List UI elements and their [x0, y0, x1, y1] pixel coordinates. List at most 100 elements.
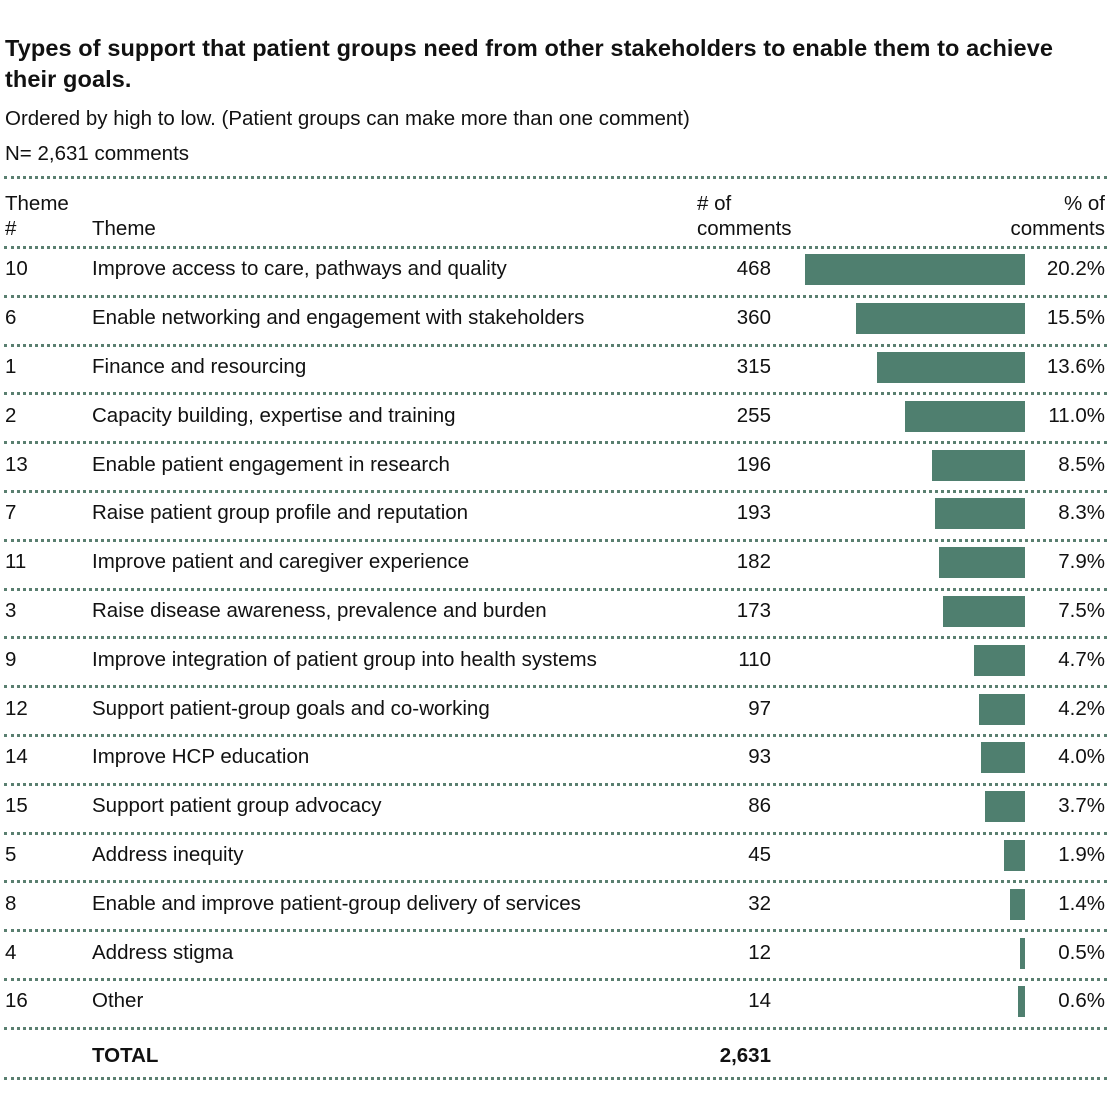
theme-label: Support patient-group goals and co-worki… [92, 696, 490, 720]
percent-value: 13.6% [1046, 355, 1105, 378]
comment-count: 45 [748, 843, 771, 866]
row-divider [4, 294, 1107, 298]
theme-label: Address stigma [92, 940, 234, 964]
comment-count: 173 [736, 599, 771, 622]
comment-count: 110 [738, 647, 771, 671]
theme-number: 13 [5, 452, 28, 476]
theme-label: Address inequity [92, 843, 244, 866]
theme-number: 15 [5, 794, 28, 818]
comment-count: 315 [736, 355, 771, 378]
theme-number: 16 [5, 989, 28, 1013]
header-theme-number: Theme # [5, 191, 69, 241]
theme-number: 2 [5, 403, 17, 427]
row-divider [4, 880, 1107, 884]
header-percent-line1: % of [1063, 192, 1105, 215]
row-divider [4, 831, 1107, 835]
header-theme-number-line1: Theme [5, 192, 69, 215]
comment-count: 14 [748, 989, 771, 1013]
percent-value: 4.7% [1058, 647, 1105, 671]
comment-count: 86 [748, 794, 771, 818]
comment-count: 468 [736, 257, 771, 281]
chart-subtitle: Ordered by high to low. (Patient groups … [5, 107, 690, 130]
percent-bar [934, 498, 1025, 530]
theme-label: Raise disease awareness, prevalence and … [92, 599, 547, 622]
theme-label: Improve integration of patient group int… [92, 647, 597, 671]
percent-bar [979, 693, 1025, 725]
theme-label: Capacity building, expertise and trainin… [92, 403, 456, 427]
percent-bar [1004, 840, 1025, 871]
theme-label: Improve patient and caregiver experience [92, 550, 470, 574]
comment-count: 193 [736, 501, 771, 525]
theme-number: 6 [5, 306, 17, 330]
theme-number: 1 [5, 355, 17, 378]
row-divider [4, 392, 1107, 396]
theme-number: 3 [5, 599, 17, 622]
percent-bar [856, 303, 1025, 335]
header-percent-line2: comments [1010, 217, 1105, 240]
percent-bar [932, 449, 1025, 481]
row-divider [4, 343, 1107, 347]
percent-bar [973, 644, 1025, 676]
theme-label: Improve HCP education [92, 745, 310, 769]
row-divider [4, 587, 1107, 591]
percent-bar [876, 352, 1025, 383]
theme-number: 4 [5, 940, 17, 964]
row-divider [4, 734, 1107, 737]
comment-count: 196 [736, 452, 771, 476]
percent-value: 7.9% [1058, 550, 1105, 574]
percent-bar [1018, 986, 1025, 1018]
percent-bar [1009, 888, 1025, 920]
percent-value: 1.9% [1058, 843, 1105, 866]
comment-count: 182 [736, 550, 771, 574]
comment-count: 360 [736, 306, 771, 330]
percent-value: 0.5% [1058, 940, 1105, 964]
sample-size-label: N= 2,631 comments [5, 142, 190, 165]
theme-number: 10 [5, 257, 28, 281]
header-percent: % of comments [960, 191, 1105, 241]
comment-count: 93 [748, 745, 771, 769]
theme-number: 12 [5, 696, 28, 720]
chart-title: Types of support that patient groups nee… [5, 35, 1054, 92]
percent-bar [905, 400, 1025, 432]
header-count-line2: comments [697, 217, 792, 240]
comment-count: 97 [748, 696, 771, 720]
theme-number: 5 [5, 843, 17, 866]
theme-label: Enable patient engagement in research [92, 452, 450, 476]
row-divider [4, 538, 1107, 542]
theme-label: Support patient group advocacy [92, 794, 382, 818]
percent-value: 8.5% [1058, 452, 1105, 476]
row-divider [4, 978, 1107, 981]
percent-bar [943, 596, 1025, 627]
header-count: # of comments [697, 191, 792, 241]
header-count-line1: # of [697, 192, 732, 215]
theme-label: Enable and improve patient-group deliver… [92, 891, 581, 915]
row-divider [4, 782, 1107, 786]
comment-count: 32 [748, 891, 771, 915]
row-divider [4, 490, 1107, 493]
percent-value: 11.0% [1048, 403, 1105, 427]
footer-divider [4, 1077, 1107, 1080]
total-count: 2,631 [719, 1044, 771, 1067]
theme-label: Finance and resourcing [92, 355, 307, 378]
theme-label: Other [92, 989, 144, 1013]
header-theme-number-line2: # [5, 217, 17, 240]
percent-value: 4.0% [1058, 745, 1105, 769]
row-divider [4, 685, 1107, 689]
comment-count: 12 [748, 940, 771, 964]
percent-value: 15.5% [1046, 306, 1105, 330]
percent-value: 8.3% [1058, 501, 1105, 525]
theme-number: 8 [5, 891, 17, 915]
percent-value: 4.2% [1058, 696, 1105, 720]
percent-bar [1019, 937, 1025, 969]
row-divider [4, 441, 1107, 445]
theme-number: 9 [5, 647, 17, 671]
percent-bar [981, 742, 1025, 774]
header-top-divider [4, 176, 1107, 179]
header-bottom-divider [4, 246, 1107, 249]
theme-number: 14 [5, 745, 28, 769]
theme-label: Improve access to care, pathways and qua… [92, 257, 507, 281]
comment-count: 255 [736, 403, 771, 427]
percent-bar [984, 791, 1025, 823]
row-divider [4, 1026, 1107, 1030]
percent-value: 1.4% [1058, 891, 1105, 915]
